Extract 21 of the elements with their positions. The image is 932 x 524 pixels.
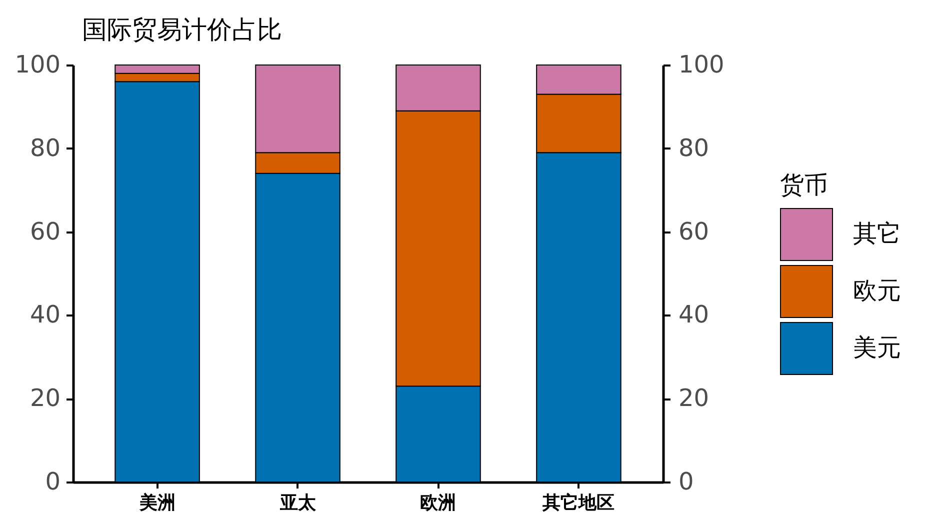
x-tick-label: 欧洲 (420, 492, 456, 514)
x-tick-label: 美洲 (138, 492, 176, 514)
legend-label: 美元 (853, 334, 901, 362)
legend-title: 货币 (780, 171, 828, 199)
x-tick-label: 其它地区 (542, 492, 615, 514)
y2-tick-label: 100 (678, 50, 724, 78)
y2-tick-label: 20 (678, 384, 710, 412)
x-tick-label: 亚太 (278, 492, 317, 514)
y2-tick-label: 80 (678, 134, 710, 162)
y-tick-label: 20 (30, 384, 60, 412)
y2-tick-label: 60 (678, 217, 710, 246)
y-tick-label: 100 (14, 50, 60, 78)
legend-label: 欧元 (853, 276, 901, 304)
chart-title: 国际贸易计价占比 (82, 15, 282, 44)
y-tick-label: 40 (30, 300, 60, 329)
y-tick-label: 80 (30, 134, 60, 162)
y-tick-label: 0 (45, 468, 60, 496)
y2-tick-label: 0 (678, 468, 694, 496)
legend-label: 其它 (853, 220, 901, 248)
y-tick-label: 60 (30, 217, 60, 246)
y2-tick-label: 40 (678, 300, 710, 329)
